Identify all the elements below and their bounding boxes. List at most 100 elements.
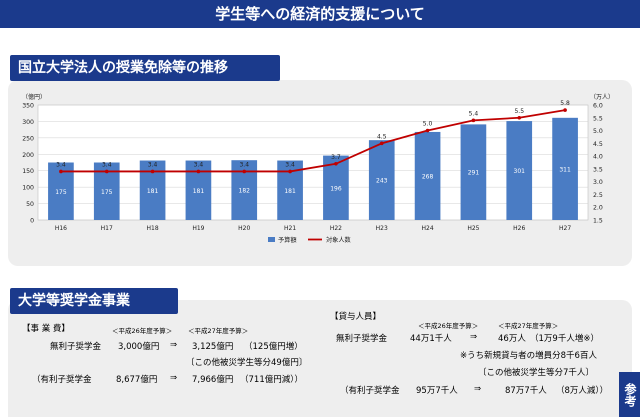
reference-badge: 参考 [619, 372, 640, 417]
scholarship-panel [8, 300, 632, 417]
bar [552, 117, 578, 220]
x-tick-label: H16 [55, 225, 67, 232]
bar-value-label: 175 [55, 189, 67, 196]
section-title-scholarship: 大学等奨学金事業 [10, 288, 178, 314]
x-tick-label: H22 [330, 225, 342, 232]
y-right-tick-label: 3.5 [593, 166, 603, 173]
line-point [242, 169, 247, 174]
arrow-icon: ⇒ [474, 384, 482, 394]
line-value-label: 3.4 [239, 161, 249, 168]
arrow-icon: ⇒ [170, 373, 178, 383]
bar-value-label: 181 [193, 188, 205, 195]
plot-area [37, 104, 589, 221]
y-right-tick-label: 6.0 [593, 103, 603, 110]
page-header: 学生等への経済的支援について [0, 0, 640, 28]
line-point [471, 118, 476, 123]
x-tick-label: H17 [101, 225, 113, 232]
x-tick-label: H19 [192, 225, 204, 232]
p-muri-label: 無利子奨学金 [336, 334, 388, 344]
p-yuri-change: （8万人減）） [556, 386, 609, 396]
year-label-h27: ＜平成27年度予算＞ [188, 327, 249, 335]
p-muri-h26-value: 44万1千人 [410, 334, 452, 344]
legend-line-label: 対象人数 [326, 236, 352, 244]
legend-bar-label: 予算額 [278, 236, 297, 244]
line-value-label: 5.0 [423, 121, 433, 128]
line-point [150, 169, 155, 174]
bar-value-label: 182 [239, 188, 251, 195]
p-muri-change: （1万9千人増※） [530, 334, 599, 344]
line-point [379, 141, 384, 146]
y-left-tick-label: 0 [30, 218, 34, 225]
y-right-tick-label: 2.5 [593, 192, 603, 199]
y-right-tick-label: 1.5 [593, 218, 603, 225]
line-value-label: 3.4 [194, 161, 204, 168]
y-left-tick-label: 200 [22, 152, 34, 159]
bar [414, 131, 441, 220]
yuri-h26-value: 8,677億円 [116, 375, 158, 385]
legend-bar-swatch [268, 237, 275, 242]
line-value-label: 4.5 [377, 133, 387, 140]
bar-value-label: 291 [468, 170, 480, 177]
bar-value-label: 243 [376, 178, 388, 185]
yuri-h27-value: 7,966億円 [192, 375, 234, 385]
year-label-h26: ＜平成26年度予算＞ [112, 327, 173, 335]
line-value-label: 3.4 [285, 161, 295, 168]
bar [460, 124, 487, 220]
line-value-label: 3.4 [148, 161, 158, 168]
x-tick-label: H23 [376, 225, 388, 232]
x-tick-label: H24 [422, 225, 434, 232]
taiyo-heading: 【貸与人員】 [330, 312, 382, 322]
muri-change: （125億円増） [244, 342, 303, 352]
y-left-axis-label: （億円） [22, 93, 46, 101]
p-year-label-h26: ＜平成26年度予算＞ [418, 322, 479, 330]
y-left-tick-label: 100 [22, 185, 34, 192]
x-tick-label: H21 [284, 225, 296, 232]
line-series [60, 109, 566, 173]
line-point [196, 169, 201, 174]
x-tick-label: H27 [559, 225, 571, 232]
line-value-label: 3.7 [331, 154, 341, 161]
y-left-tick-label: 300 [22, 119, 34, 126]
combo-chart: 0 50 100 150 200 250 300 350 1.5 2.0 2.5 3.0 3.5 4.0 4… [22, 93, 614, 244]
p-yuri-h26-value: 95万7千人 [416, 386, 458, 396]
bar [368, 140, 395, 220]
bar-value-label: 268 [422, 173, 434, 180]
y-left-tick-label: 250 [22, 135, 34, 142]
x-tick-label: H18 [147, 225, 159, 232]
bar-value-label: 301 [514, 168, 526, 175]
bar-value-label: 175 [101, 189, 113, 196]
p-note-disaster: 〔この他被災学生等分7千人〕 [478, 368, 594, 378]
muri-h26-value: 3,000億円 [118, 342, 160, 352]
y-right-tick-label: 4.0 [593, 154, 603, 161]
y-left-tick-label: 350 [22, 103, 34, 110]
x-tick-label: H20 [238, 225, 250, 232]
line-point [59, 169, 63, 174]
line-value-label: 5.5 [514, 108, 524, 115]
p-yuri-label: （有利子奨学金 [340, 386, 400, 396]
line-value-label: 3.4 [56, 161, 66, 168]
bar-value-label: 311 [559, 166, 571, 173]
bar-value-label: 181 [147, 188, 159, 195]
p-note-new: ※うち新規貸与者の増員分8千6百人 [460, 351, 597, 361]
y-right-tick-label: 4.5 [593, 141, 603, 148]
section-title-tuition: 国立大学法人の授業免除等の推移 [10, 55, 280, 81]
line-point [104, 169, 109, 174]
muri-h27-value: 3,125億円 [192, 342, 234, 352]
y-right-tick-label: 2.0 [593, 205, 603, 212]
x-tick-label: H26 [513, 225, 525, 232]
line-value-label: 5.4 [469, 110, 479, 117]
jigyohi-heading: 【事 業 費】 [22, 324, 70, 334]
yuri-change: （711億円減）） [240, 375, 303, 385]
line-value-label: 3.4 [102, 161, 112, 168]
y-right-tick-label: 3.0 [593, 179, 603, 186]
y-left-tick-label: 50 [26, 201, 34, 208]
p-muri-h27-value: 46万人 [498, 334, 526, 344]
arrow-icon: ⇒ [470, 332, 478, 342]
line-point [425, 128, 430, 133]
line-point [288, 169, 292, 174]
y-left-tick-label: 150 [22, 168, 34, 175]
x-tick-label: H25 [467, 225, 479, 232]
line-point [334, 161, 338, 166]
bar-value-label: 181 [284, 188, 296, 195]
bar [323, 155, 349, 220]
